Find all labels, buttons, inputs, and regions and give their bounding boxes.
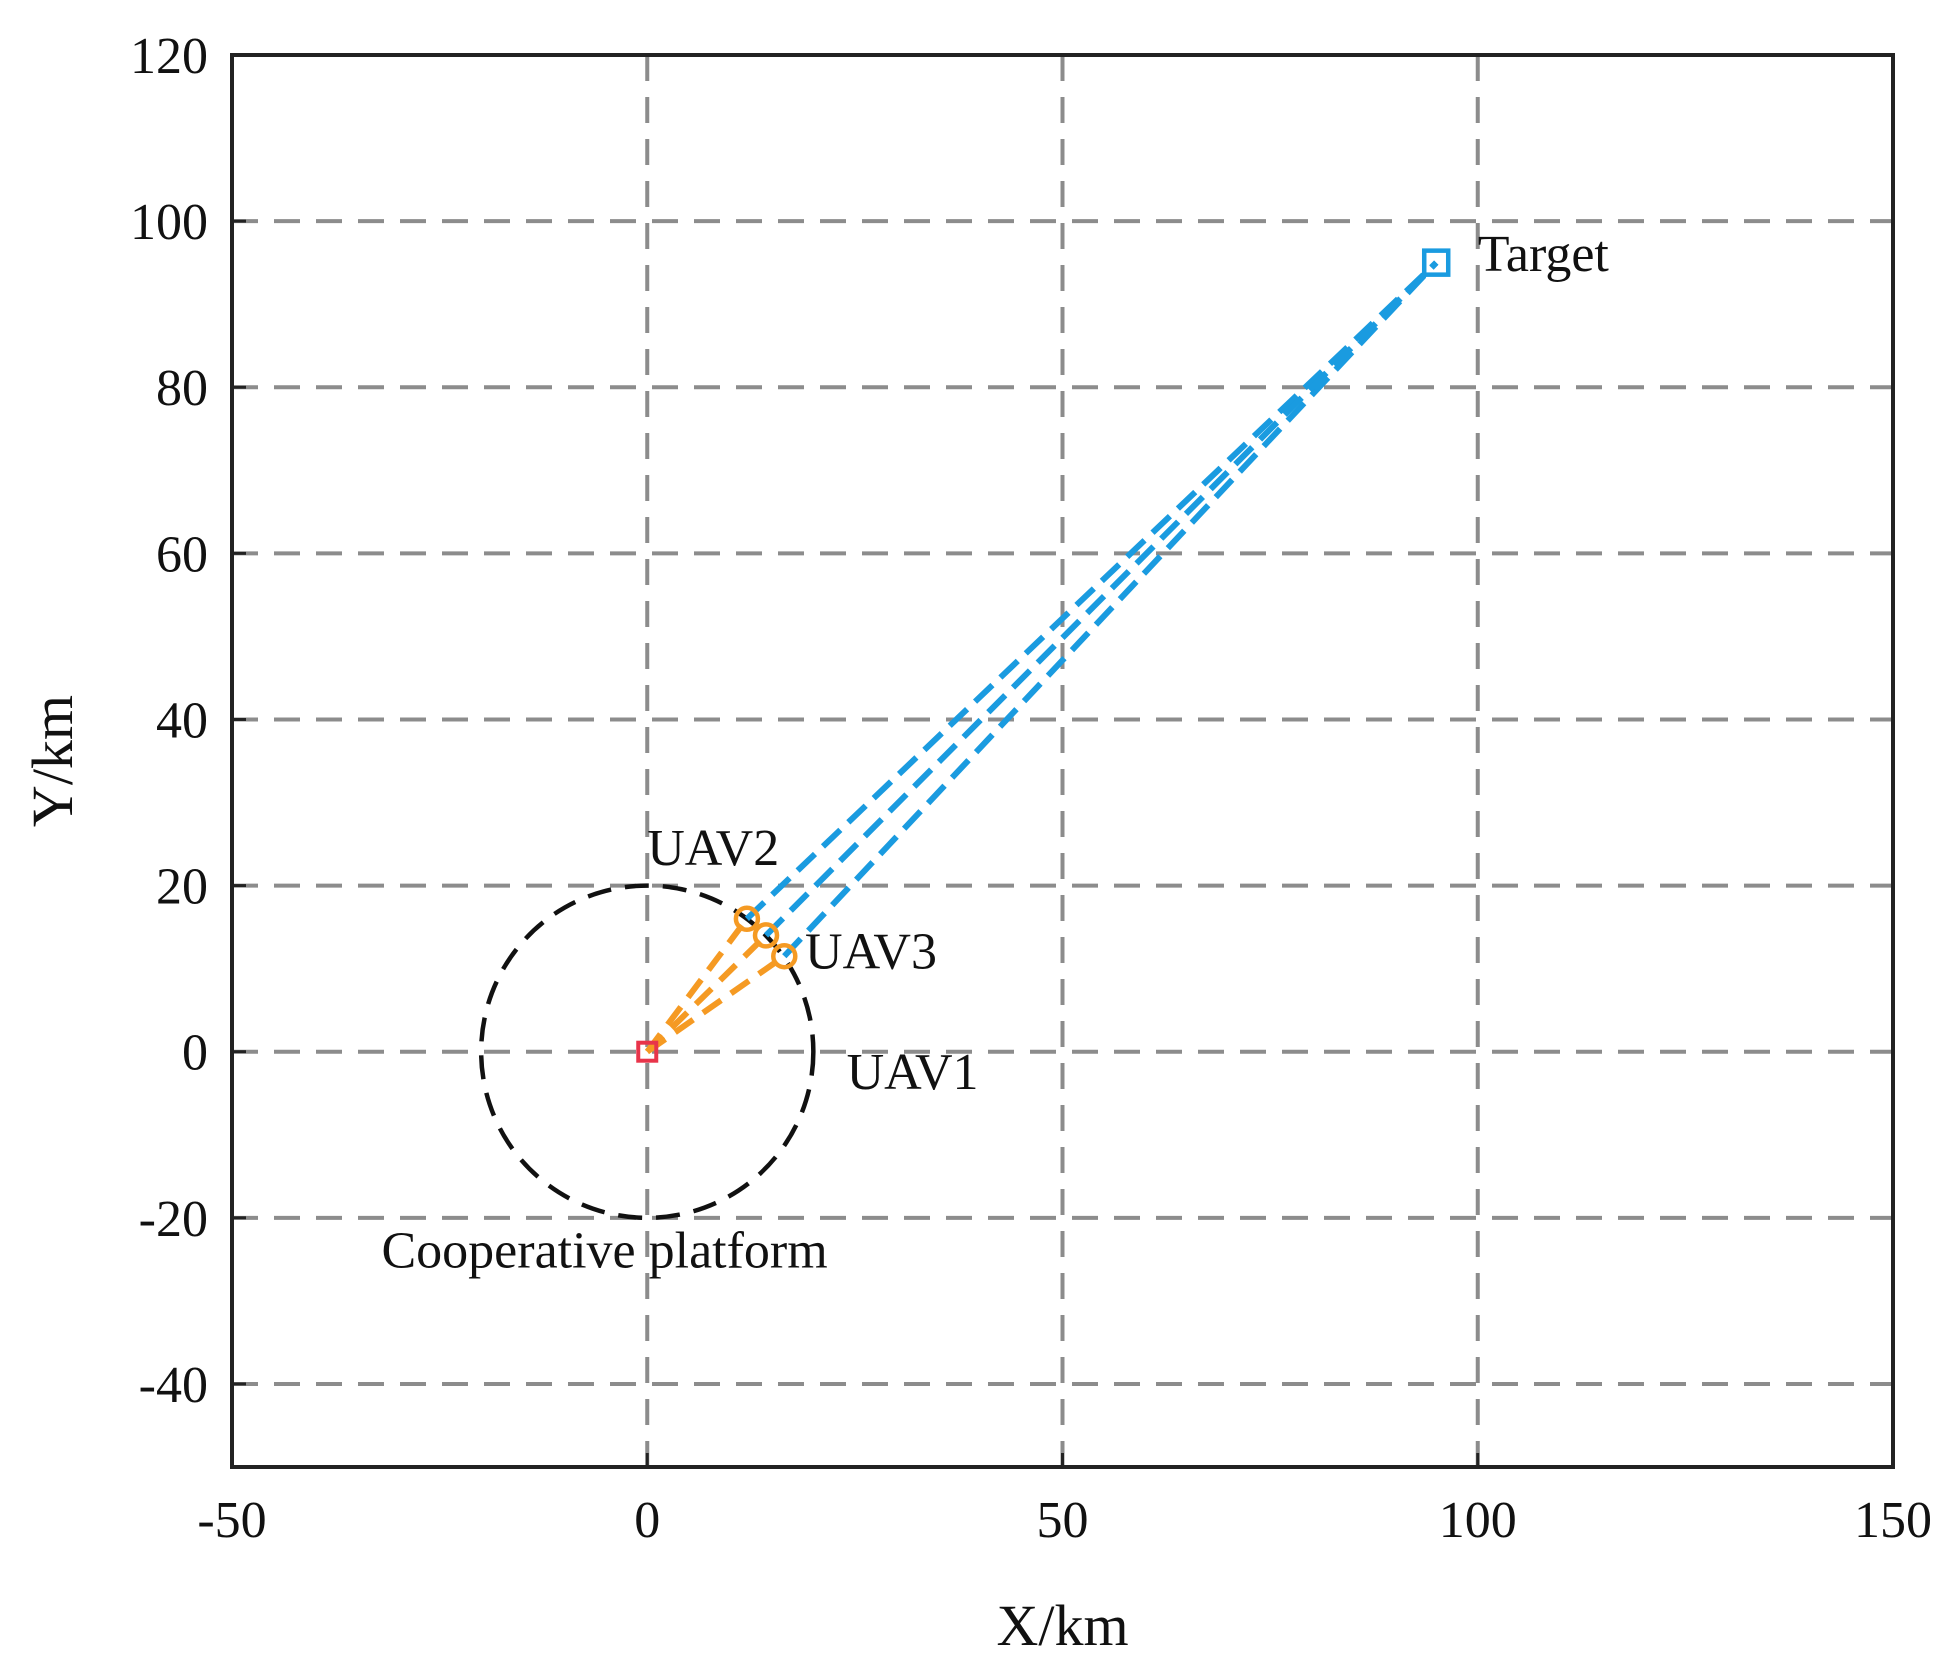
uav1-to-target-link (782, 260, 1439, 959)
uav3-to-target-link (763, 260, 1439, 938)
y-tick-label: 60 (156, 526, 208, 583)
uav2-to-target-link (744, 260, 1439, 921)
x-tick-label: 50 (1037, 1492, 1089, 1549)
target-label: Target (1478, 226, 1610, 283)
y-tick-label: 80 (156, 360, 208, 417)
platform-to-uav2-link (644, 917, 750, 1054)
y-tick-label: 100 (130, 194, 208, 251)
uav1-marker (771, 942, 798, 970)
uav1-label: UAV1 (847, 1044, 979, 1101)
x-tick-label: -50 (197, 1492, 266, 1549)
plot-data (478, 248, 1451, 1221)
platform-to-uav1-link (645, 953, 786, 1055)
cooperative-range-circle (478, 883, 816, 1221)
cooperative-platform-marker (636, 1040, 659, 1063)
y-tick-label: 120 (130, 28, 208, 85)
platform-to-uav3-link (645, 933, 769, 1054)
cooperative-platform-label: Cooperative platform (381, 1223, 827, 1280)
uav3-label: UAV3 (805, 924, 937, 981)
target-marker (1421, 248, 1451, 277)
y-axis-label: Y/km (20, 695, 85, 827)
y-tick-label: 0 (182, 1025, 208, 1082)
x-tick-label: 0 (634, 1492, 660, 1549)
x-tick-label: 100 (1439, 1492, 1517, 1549)
y-tick-label: 40 (156, 692, 208, 749)
y-tick-label: -20 (139, 1191, 208, 1248)
uav2-marker (733, 905, 761, 933)
y-tick-label: -40 (139, 1357, 208, 1414)
x-axis-label: X/km (996, 1593, 1128, 1658)
uav3-marker (752, 922, 780, 949)
grid (232, 55, 1893, 1467)
uav2-label: UAV2 (647, 820, 779, 877)
y-tick-label: 20 (156, 859, 208, 916)
tick-labels: -50 0 50 100 150 -40 -20 0 20 40 60 80 100 120 (130, 28, 1932, 1549)
x-tick-label: 150 (1854, 1492, 1932, 1549)
